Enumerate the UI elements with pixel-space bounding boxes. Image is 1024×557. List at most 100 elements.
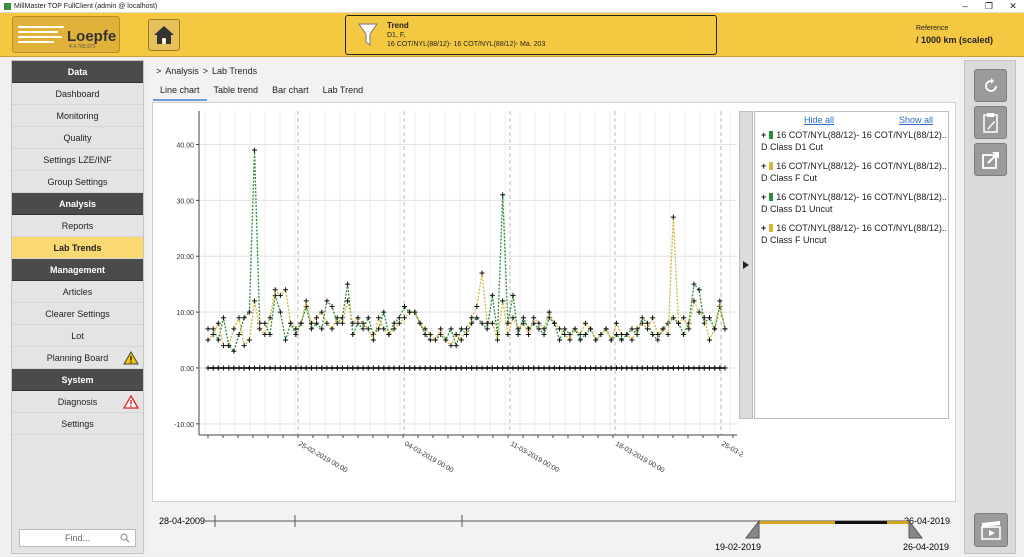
data-point-marker bbox=[401, 315, 407, 321]
sidebar-item-planning-board[interactable]: Planning Board bbox=[12, 347, 143, 369]
data-point-marker bbox=[334, 315, 340, 321]
range-start-handle[interactable] bbox=[744, 519, 760, 539]
find-input[interactable]: Find... bbox=[19, 529, 136, 547]
tab-bar-chart[interactable]: Bar chart bbox=[272, 85, 309, 95]
tab-lab-trend[interactable]: Lab Trend bbox=[322, 85, 364, 95]
selected-range-bar[interactable] bbox=[759, 521, 909, 524]
time-range-selector[interactable]: 28-04-2009 26-04-2019 19-02-2019 26-04-2… bbox=[149, 507, 959, 554]
sidebar-item-dashboard[interactable]: Dashboard bbox=[12, 83, 143, 105]
home-button[interactable] bbox=[148, 19, 180, 51]
sidebar-item-group-settings[interactable]: Group Settings bbox=[12, 171, 143, 193]
warning-icon bbox=[123, 351, 139, 365]
trend-info-box[interactable]: Trend D1, F, 16 COT/NYL(88/12)- 16 COT/N… bbox=[345, 15, 717, 55]
data-point-marker bbox=[681, 315, 687, 321]
sidebar-item-lot[interactable]: Lot bbox=[12, 325, 143, 347]
export-button[interactable] bbox=[974, 143, 1007, 176]
data-point-marker bbox=[567, 337, 573, 343]
data-point-marker bbox=[691, 365, 697, 371]
legend-series-name: 16 COT/NYL(88/12)- 16 COT/NYL(88/12)... bbox=[776, 223, 947, 233]
sidebar-item-reports[interactable]: Reports bbox=[12, 215, 143, 237]
data-point-marker bbox=[562, 326, 568, 332]
legend-entry[interactable]: +16 COT/NYL(88/12)- 16 COT/NYL(88/12)...… bbox=[761, 222, 947, 246]
legend-collapse-button[interactable] bbox=[739, 111, 753, 419]
data-point-marker bbox=[205, 326, 211, 332]
logo-version: 4.4.765.971 bbox=[69, 44, 96, 50]
legend-entry[interactable]: +16 COT/NYL(88/12)- 16 COT/NYL(88/12)...… bbox=[761, 191, 947, 215]
sidebar-item-clearer-settings[interactable]: Clearer Settings bbox=[12, 303, 143, 325]
maximize-button[interactable]: ❐ bbox=[984, 1, 994, 11]
triangle-right-icon bbox=[743, 261, 749, 269]
data-point-marker bbox=[453, 365, 459, 371]
data-point-marker bbox=[515, 326, 521, 332]
expand-icon[interactable]: + bbox=[761, 192, 767, 202]
data-point-marker bbox=[619, 365, 625, 371]
data-point-marker bbox=[541, 365, 547, 371]
data-point-marker bbox=[531, 365, 537, 371]
data-point-marker bbox=[458, 326, 464, 332]
loepfe-logo: Loepfe 4.4.765.971 bbox=[12, 16, 120, 53]
data-point-marker bbox=[334, 365, 340, 371]
sidebar-item-settings-lze-inf[interactable]: Settings LZE/INF bbox=[12, 149, 143, 171]
data-point-marker bbox=[639, 315, 645, 321]
data-point-marker bbox=[308, 326, 314, 332]
sidebar-section-management: Management bbox=[12, 259, 143, 281]
data-point-marker bbox=[257, 365, 263, 371]
tab-line-chart[interactable]: Line chart bbox=[153, 83, 207, 101]
sidebar-item-quality[interactable]: Quality bbox=[12, 127, 143, 149]
data-point-marker bbox=[588, 326, 594, 332]
data-point-marker bbox=[365, 365, 371, 371]
data-point-marker bbox=[655, 365, 661, 371]
legend-entry[interactable]: +16 COT/NYL(88/12)- 16 COT/NYL(88/12)...… bbox=[761, 160, 947, 184]
expand-icon[interactable]: + bbox=[761, 161, 767, 171]
expand-icon[interactable]: + bbox=[761, 223, 767, 233]
data-point-marker bbox=[706, 315, 712, 321]
sidebar-item-monitoring[interactable]: Monitoring bbox=[12, 105, 143, 127]
data-point-marker bbox=[479, 320, 485, 326]
data-point-marker bbox=[650, 365, 656, 371]
data-point-marker bbox=[582, 365, 588, 371]
data-point-marker bbox=[453, 331, 459, 337]
tab-table-trend[interactable]: Table trend bbox=[213, 85, 259, 95]
data-point-marker bbox=[365, 315, 371, 321]
line-chart[interactable]: -10.00 0.00 10.00 20.00 30.00 40.00 25-02-2019… bbox=[153, 103, 743, 501]
data-point-marker bbox=[257, 326, 263, 332]
data-point-marker bbox=[696, 309, 702, 315]
data-point-marker bbox=[577, 365, 583, 371]
sidebar-item-lab-trends[interactable]: Lab Trends bbox=[12, 237, 143, 259]
data-point-marker bbox=[267, 365, 273, 371]
sidebar-item-articles[interactable]: Articles bbox=[12, 281, 143, 303]
minimize-button[interactable]: – bbox=[962, 1, 968, 11]
data-point-marker bbox=[205, 365, 211, 371]
data-point-marker bbox=[495, 365, 501, 371]
breadcrumb-lab-trends: Lab Trends bbox=[212, 66, 258, 76]
sidebar-item-settings[interactable]: Settings bbox=[12, 413, 143, 435]
data-point-marker bbox=[717, 298, 723, 304]
data-point-marker bbox=[339, 320, 345, 326]
breadcrumb-analysis[interactable]: Analysis bbox=[165, 66, 199, 76]
data-point-marker bbox=[536, 365, 542, 371]
sidebar-item-diagnosis[interactable]: Diagnosis bbox=[12, 391, 143, 413]
hide-all-link[interactable]: Hide all bbox=[804, 115, 835, 125]
x-tick-label: 25-03-2019 00:00 bbox=[720, 441, 743, 475]
video-button[interactable] bbox=[974, 513, 1008, 547]
refresh-button[interactable] bbox=[974, 69, 1007, 102]
close-button[interactable]: ✕ bbox=[1009, 1, 1017, 11]
data-point-marker bbox=[422, 326, 428, 332]
data-point-marker bbox=[381, 309, 387, 315]
data-point-marker bbox=[479, 365, 485, 371]
data-point-marker bbox=[324, 320, 330, 326]
show-all-link[interactable]: Show all bbox=[899, 115, 934, 125]
expand-icon[interactable]: + bbox=[761, 130, 767, 140]
data-point-marker bbox=[706, 337, 712, 343]
data-point-marker bbox=[345, 365, 351, 371]
data-point-marker bbox=[613, 365, 619, 371]
report-edit-button[interactable] bbox=[974, 106, 1007, 139]
data-point-marker bbox=[422, 365, 428, 371]
data-point-marker bbox=[438, 331, 444, 337]
range-end-handle[interactable] bbox=[908, 519, 924, 539]
selected-range-segment bbox=[835, 521, 887, 524]
legend-entry[interactable]: +16 COT/NYL(88/12)- 16 COT/NYL(88/12)...… bbox=[761, 129, 947, 153]
right-toolbar bbox=[964, 60, 1016, 554]
data-point-marker bbox=[412, 365, 418, 371]
data-point-marker bbox=[210, 331, 216, 337]
